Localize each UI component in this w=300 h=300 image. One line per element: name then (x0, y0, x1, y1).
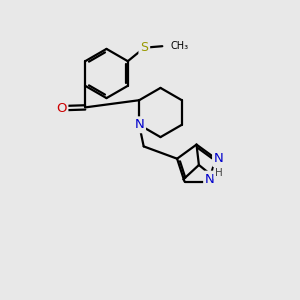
Text: CH₃: CH₃ (171, 41, 189, 51)
Text: N: N (214, 152, 224, 165)
Text: O: O (56, 101, 66, 115)
Text: N: N (134, 118, 144, 131)
Text: H: H (215, 168, 223, 178)
Text: S: S (140, 41, 148, 54)
Text: N: N (205, 172, 215, 186)
